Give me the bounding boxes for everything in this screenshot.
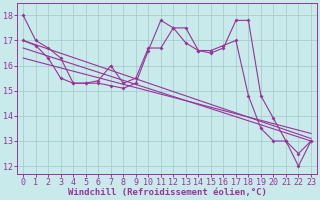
X-axis label: Windchill (Refroidissement éolien,°C): Windchill (Refroidissement éolien,°C): [68, 188, 267, 197]
